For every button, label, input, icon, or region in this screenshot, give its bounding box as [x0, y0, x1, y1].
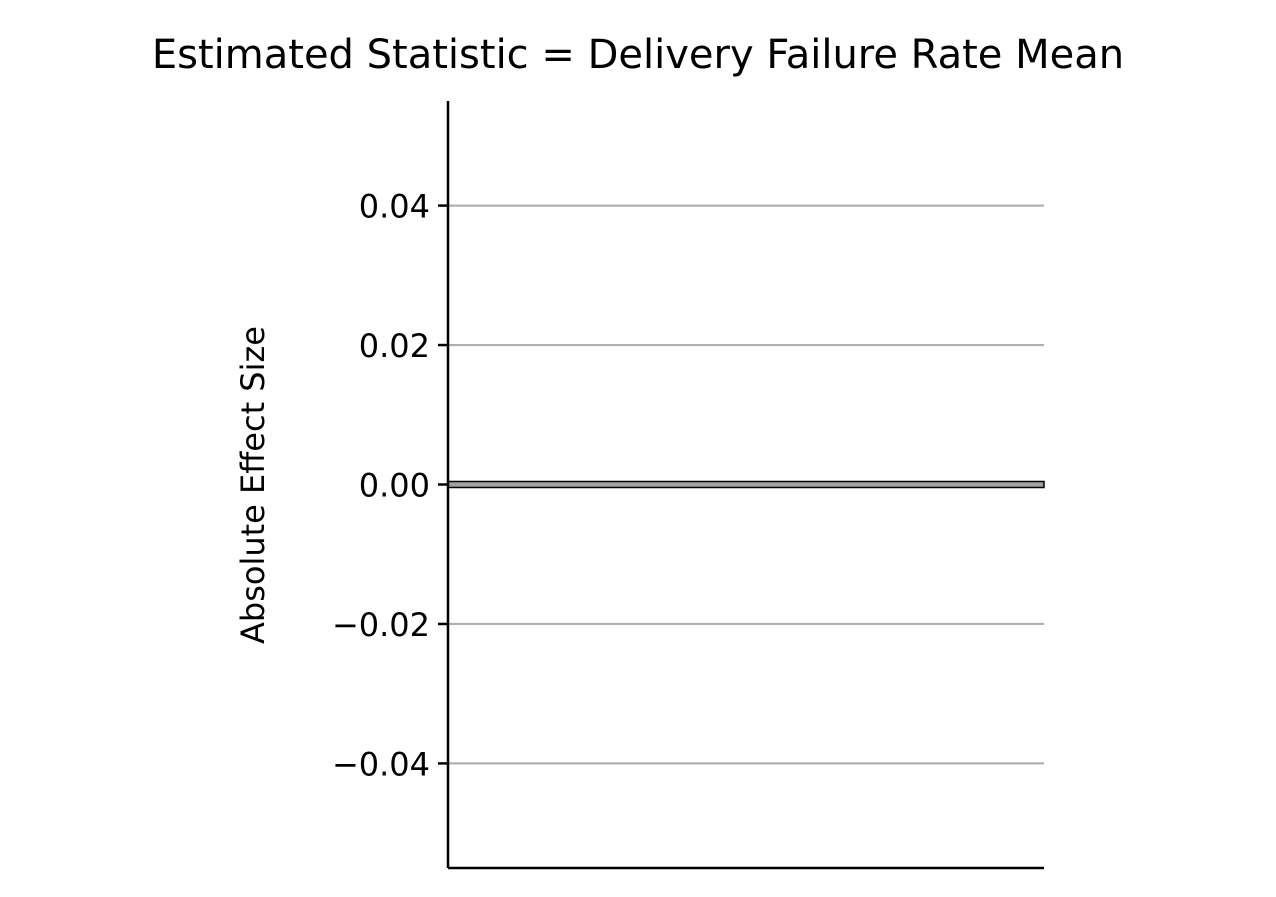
y-tick-label: 0.02: [359, 327, 430, 365]
y-tick-label: 0.00: [359, 467, 430, 505]
zero-reference: [447, 480, 1045, 489]
chart-title: Estimated Statistic = Delivery Failure R…: [152, 32, 1124, 78]
y-ticks: 0.04 0.02 0.00 −0.02 −0.04: [332, 188, 448, 783]
y-tick-label: −0.02: [332, 606, 430, 644]
zero-reference-band: [447, 480, 1045, 489]
y-tick-label: −0.04: [332, 745, 430, 783]
y-axis-label: Absolute Effect Size: [234, 326, 272, 644]
y-tick-label: 0.04: [359, 188, 430, 226]
